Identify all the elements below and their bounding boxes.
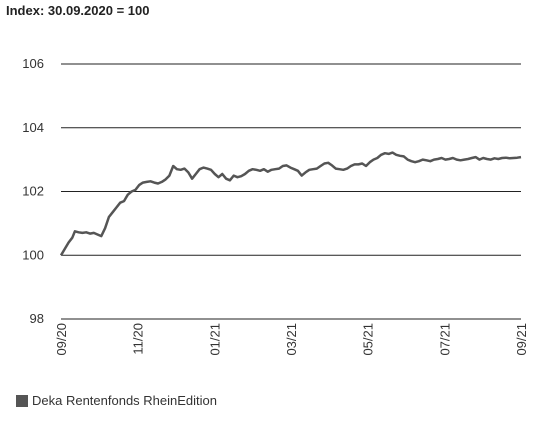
x-tick-labels: 09/20 11/20 01/21 03/21 05/21 07/21 09/21 <box>54 323 529 356</box>
x-tick-label: 09/21 <box>514 323 529 356</box>
legend: Deka Rentenfonds RheinEdition <box>16 393 217 408</box>
chart-title: Index: 30.09.2020 = 100 <box>6 3 150 18</box>
series-line <box>59 151 522 256</box>
x-tick-label: 11/20 <box>131 323 146 355</box>
series-lines <box>59 151 522 256</box>
x-tick-label: 01/21 <box>207 323 222 356</box>
y-tick-label: 104 <box>22 120 44 135</box>
legend-swatch <box>16 394 28 407</box>
y-tick-label: 106 <box>22 56 44 71</box>
y-tick-label: 100 <box>22 247 44 262</box>
y-tick-label: 98 <box>30 311 44 326</box>
grid-lines <box>61 63 521 320</box>
x-tick-label: 09/20 <box>54 323 69 356</box>
x-tick-label: 07/21 <box>437 323 452 356</box>
y-tick-labels: 98 100 102 104 106 <box>22 56 44 326</box>
x-tick-label: 05/21 <box>361 323 376 356</box>
y-tick-label: 102 <box>22 184 44 199</box>
legend-label: Deka Rentenfonds RheinEdition <box>32 393 218 408</box>
x-tick-label: 03/21 <box>284 323 299 356</box>
